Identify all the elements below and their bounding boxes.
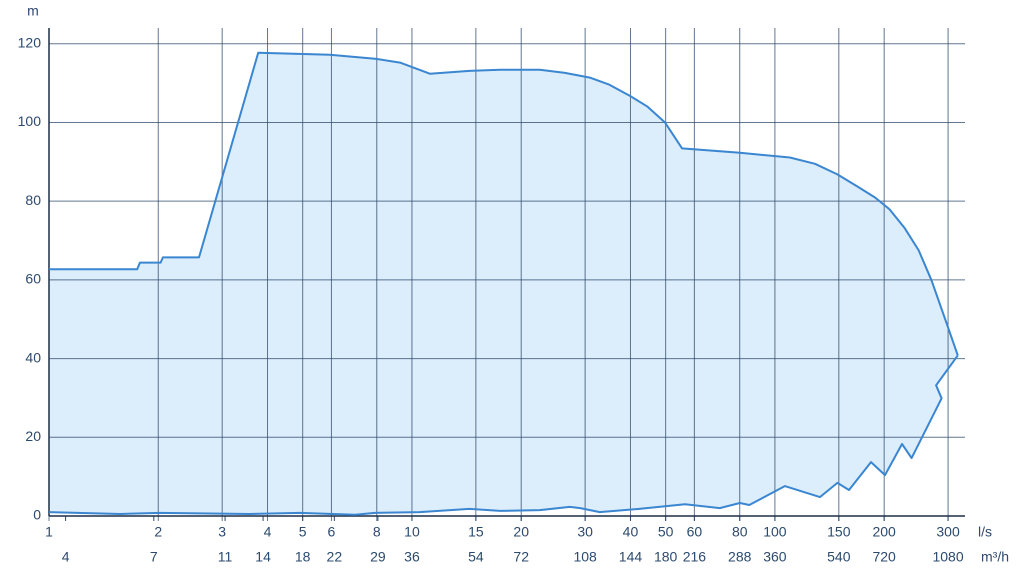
x2-tick-label: 216 (683, 549, 707, 565)
x2-tick-label: 4 (62, 549, 70, 565)
x2-tick-label: 360 (763, 549, 787, 565)
range-fill (49, 52, 958, 515)
x-tick-label: 8 (373, 524, 381, 540)
x-unit: l/s (978, 524, 992, 540)
y-unit: m (27, 3, 39, 19)
y-tick-label: 100 (18, 113, 42, 129)
y-tick-label: 80 (25, 192, 41, 208)
x-tick-label: 20 (513, 524, 529, 540)
x2-tick-label: 14 (255, 549, 271, 565)
x-tick-label: 300 (936, 524, 960, 540)
x-tick-label: 80 (732, 524, 748, 540)
y-tick-label: 0 (33, 507, 41, 523)
x2-tick-label: 7 (150, 549, 158, 565)
x2-tick-label: 540 (827, 549, 851, 565)
x-tick-label: 100 (763, 524, 787, 540)
x-tick-label: 5 (299, 524, 307, 540)
x2-tick-label: 720 (872, 549, 896, 565)
y-tick-label: 40 (25, 349, 41, 365)
x-tick-label: 60 (687, 524, 703, 540)
x2-tick-label: 180 (654, 549, 678, 565)
x2-tick-label: 54 (468, 549, 484, 565)
x2-tick-label: 72 (513, 549, 529, 565)
x-tick-label: 50 (658, 524, 674, 540)
x2-tick-label: 18 (295, 549, 311, 565)
x-tick-label: 150 (827, 524, 851, 540)
x-tick-label: 2 (154, 524, 162, 540)
x-tick-label: 6 (328, 524, 336, 540)
x2-tick-label: 288 (728, 549, 752, 565)
x2-tick-label: 1080 (932, 549, 963, 565)
lower-curve (48, 354, 959, 516)
x2-tick-label: 11 (218, 549, 233, 565)
x2-unit: m³/h (981, 549, 1009, 565)
x-tick-label: 40 (623, 524, 639, 540)
y-tick-label: 20 (25, 428, 41, 444)
x-tick-label: 4 (264, 524, 272, 540)
x2-tick-label: 29 (370, 549, 386, 565)
y-tick-label: 60 (25, 271, 41, 287)
x2-tick-label: 36 (404, 549, 420, 565)
x-tick-label: 200 (872, 524, 896, 540)
x-tick-label: 3 (218, 524, 226, 540)
x2-tick-label: 144 (619, 549, 643, 565)
y-tick-label: 120 (18, 34, 42, 50)
x-tick-label: 15 (468, 524, 484, 540)
x-tick-label: 10 (404, 524, 420, 540)
x2-tick-label: 108 (573, 549, 597, 565)
x2-tick-label: 22 (327, 549, 343, 565)
x-tick-label: 1 (45, 524, 53, 540)
upper-curve (49, 51, 959, 356)
x-tick-label: 30 (577, 524, 593, 540)
